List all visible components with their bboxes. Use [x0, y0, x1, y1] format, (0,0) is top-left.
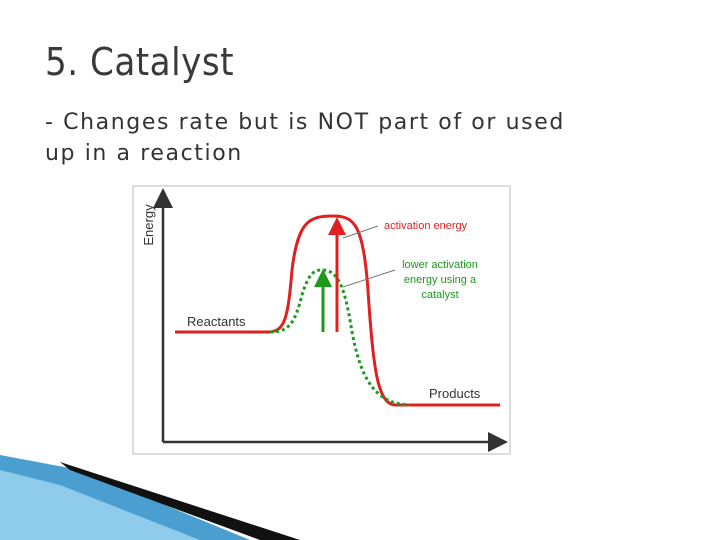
energy-diagram: Energy activation energy lower activatio…	[132, 185, 511, 455]
leader-line	[342, 225, 379, 239]
swoosh-dark	[60, 462, 300, 540]
leader-line	[342, 269, 396, 288]
activation-label: activation energy	[384, 220, 468, 232]
swoosh-light	[0, 470, 200, 540]
products-label: Products	[429, 386, 481, 401]
catalyst-label: energy using a	[404, 274, 477, 286]
slide-title: 5. Catalyst	[45, 40, 235, 84]
y-axis-label: Energy	[141, 204, 156, 246]
catalyst-label: catalyst	[421, 289, 458, 301]
uncatalyzed-curve	[175, 214, 500, 407]
catalyst-label: lower activation	[402, 259, 478, 271]
reactants-label: Reactants	[187, 314, 246, 329]
bullet-text: - Changes rate but is NOT part of or use…	[45, 110, 565, 166]
